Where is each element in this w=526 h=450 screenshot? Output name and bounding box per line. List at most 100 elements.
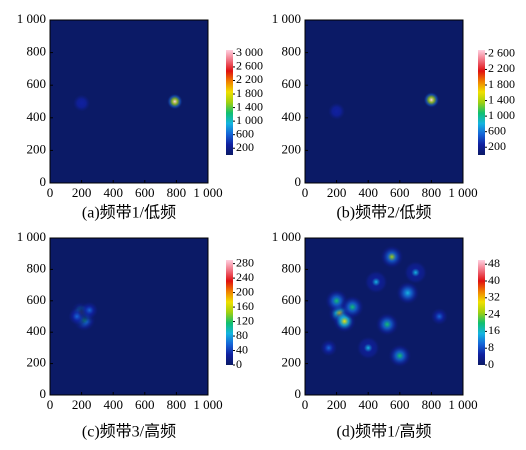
x-tick-label: 600 (135, 185, 155, 200)
x-tick-label: 200 (327, 397, 347, 412)
hotspot (423, 91, 440, 108)
x-tick-label: 1 000 (448, 185, 477, 200)
x-tick-label: 200 (72, 397, 92, 412)
x-tick-label: 0 (47, 185, 54, 200)
y-tick-label: 1 000 (17, 229, 46, 244)
colorbar-tick-label: 8 (488, 340, 494, 354)
y-tick-label: 200 (27, 141, 47, 156)
y-tick-label: 600 (282, 292, 302, 307)
y-tick-label: 800 (27, 44, 47, 59)
y-tick-label: 200 (282, 141, 302, 156)
colorbar-tick-label: 1 400 (236, 99, 263, 113)
y-tick-label: 400 (282, 109, 302, 124)
y-tick-label: 600 (27, 76, 47, 91)
plot-background (305, 20, 463, 183)
hotspot (403, 260, 428, 285)
colorbar (226, 50, 233, 155)
hotspot (356, 335, 381, 360)
x-tick-label: 0 (302, 185, 309, 200)
hotspot (379, 244, 404, 269)
plot-frame (304, 19, 464, 184)
hotspot (387, 343, 412, 368)
colorbar-tick-label: 40 (488, 273, 500, 287)
colorbar-tick-label: 2 200 (236, 72, 263, 86)
colorbar-tick-label: 0 (488, 357, 494, 371)
y-tick-label: 800 (27, 260, 47, 275)
colorbar-tick-label: 24 (488, 306, 500, 320)
panel-caption: (a)频带1/低频 (82, 204, 176, 222)
y-tick-label: 200 (282, 355, 302, 370)
colorbar-tick-label: 3 000 (236, 45, 263, 59)
y-tick-label: 200 (27, 355, 47, 370)
colorbar-tick-label: 2 600 (236, 59, 263, 73)
y-tick-label: 600 (27, 292, 47, 307)
x-tick-label: 400 (358, 397, 378, 412)
x-tick-label: 600 (390, 397, 410, 412)
colorbar-tick-label: 160 (236, 299, 254, 313)
x-tick-label: 800 (422, 185, 442, 200)
x-tick-label: 400 (103, 397, 123, 412)
plot-frame (49, 19, 209, 184)
colorbar-tick-label: 240 (236, 270, 254, 284)
x-tick-label: 200 (327, 185, 347, 200)
colorbar-tick-label: 0 (236, 357, 242, 371)
y-tick-label: 0 (40, 174, 47, 189)
colorbar-tick-label: 40 (236, 342, 248, 356)
x-tick-label: 1 000 (448, 397, 477, 412)
y-tick-label: 600 (282, 76, 302, 91)
plot-frame (49, 237, 209, 396)
y-tick-label: 1 000 (17, 11, 46, 26)
x-tick-label: 600 (135, 397, 155, 412)
hotspot (364, 269, 389, 294)
x-tick-label: 0 (302, 397, 309, 412)
colorbar-tick-label: 600 (236, 126, 254, 140)
x-tick-label: 800 (167, 185, 187, 200)
colorbar-tick-label: 1 400 (488, 92, 515, 106)
hotspot (324, 99, 349, 124)
colorbar-tick-label: 200 (236, 140, 254, 154)
colorbar-tick-label: 32 (488, 290, 500, 304)
x-tick-label: 0 (47, 397, 54, 412)
colorbar-tick-label: 600 (488, 123, 506, 137)
y-tick-label: 800 (282, 260, 302, 275)
x-tick-label: 400 (358, 185, 378, 200)
colorbar-tick-label: 1 800 (236, 86, 263, 100)
y-tick-label: 1 000 (272, 11, 301, 26)
colorbar (478, 50, 485, 155)
colorbar-tick-label: 120 (236, 313, 254, 327)
hotspot (340, 295, 365, 320)
panel-caption: (c)频带3/高频 (82, 423, 176, 441)
x-tick-label: 400 (103, 185, 123, 200)
hotspot (166, 93, 183, 110)
colorbar (226, 260, 233, 365)
y-tick-label: 400 (282, 323, 302, 338)
colorbar-tick-label: 2 600 (488, 46, 515, 60)
hotspot (77, 298, 102, 323)
colorbar-tick-label: 80 (236, 328, 248, 342)
x-tick-label: 800 (167, 397, 187, 412)
colorbar-tick-label: 200 (236, 284, 254, 298)
x-tick-label: 800 (422, 397, 442, 412)
y-tick-label: 0 (40, 386, 47, 401)
colorbar-tick-label: 200 (488, 139, 506, 153)
hotspot (316, 335, 341, 360)
colorbar-tick-label: 1 000 (488, 108, 515, 122)
plot-frame (304, 237, 464, 396)
hotspot (69, 91, 94, 116)
y-tick-label: 0 (295, 174, 302, 189)
panel-caption: (b)频带2/低频 (336, 204, 431, 222)
colorbar-tick-label: 1 800 (488, 77, 515, 91)
y-tick-label: 1 000 (272, 229, 301, 244)
hotspot (395, 280, 420, 305)
y-tick-label: 800 (282, 44, 302, 59)
colorbar (478, 260, 485, 365)
y-tick-label: 0 (295, 386, 302, 401)
colorbar-tick-label: 280 (236, 255, 254, 269)
x-tick-label: 600 (390, 185, 410, 200)
hotspot (427, 304, 452, 329)
x-tick-label: 1 000 (193, 397, 222, 412)
colorbar-tick-label: 1 000 (236, 113, 263, 127)
x-tick-label: 1 000 (193, 185, 222, 200)
y-tick-label: 400 (27, 109, 47, 124)
